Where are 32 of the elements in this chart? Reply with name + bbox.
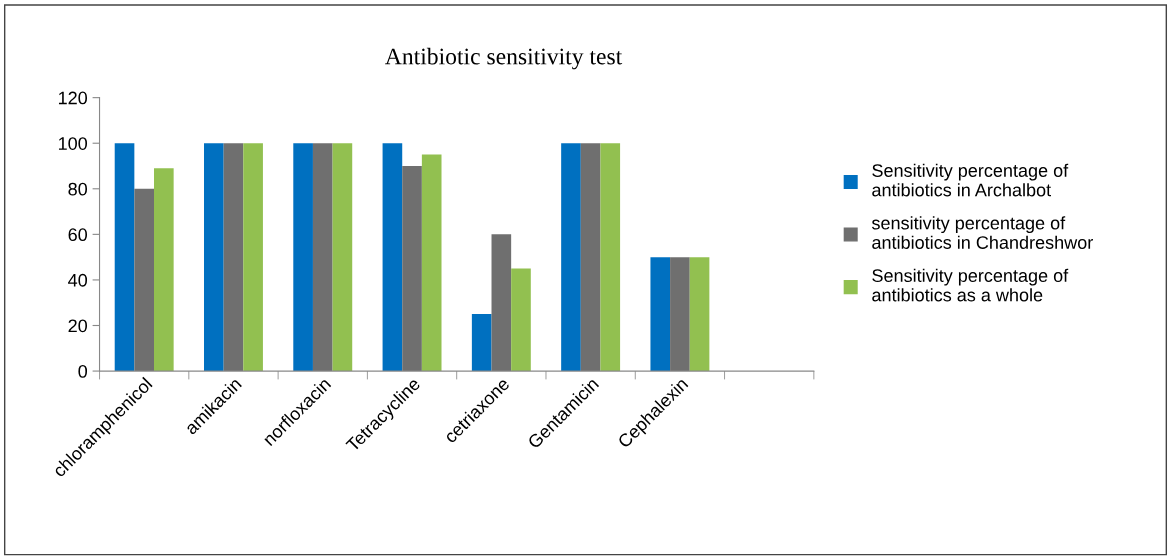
legend-label: Sensitivity percentage of antibiotics in Archalbot bbox=[872, 163, 1069, 197]
y-tick-label: 80 bbox=[68, 182, 88, 196]
bar bbox=[600, 143, 621, 372]
bar bbox=[204, 143, 224, 372]
bar bbox=[382, 143, 403, 372]
bar bbox=[402, 166, 422, 372]
y-tick-label: 20 bbox=[68, 319, 88, 333]
bar bbox=[670, 257, 690, 372]
bar bbox=[491, 234, 512, 372]
bar bbox=[511, 268, 531, 372]
bar bbox=[312, 143, 333, 372]
bar bbox=[134, 188, 154, 372]
bar bbox=[689, 257, 710, 372]
y-tick-label: 60 bbox=[68, 228, 88, 242]
chart-title: Antibiotic sensitivity test bbox=[385, 47, 623, 70]
y-tick-label: 100 bbox=[58, 137, 88, 150]
bar bbox=[243, 143, 263, 372]
bar bbox=[561, 143, 581, 372]
y-tick-label: 120 bbox=[58, 91, 88, 105]
bar bbox=[471, 314, 492, 372]
bar bbox=[154, 168, 174, 372]
bar bbox=[650, 257, 671, 372]
bar bbox=[421, 154, 442, 372]
bar bbox=[223, 143, 244, 372]
y-tick-label: 40 bbox=[68, 273, 88, 287]
y-tick-label: 0 bbox=[78, 365, 88, 378]
bar bbox=[332, 143, 353, 372]
bar bbox=[114, 143, 135, 372]
legend-label: Sensitivity percentage of antibiotics as a whole bbox=[872, 268, 1069, 302]
bar bbox=[293, 143, 313, 372]
bar bbox=[580, 143, 601, 372]
legend-label: sensitivity percentage of antibiotics in Chandreshwor bbox=[871, 216, 1093, 249]
